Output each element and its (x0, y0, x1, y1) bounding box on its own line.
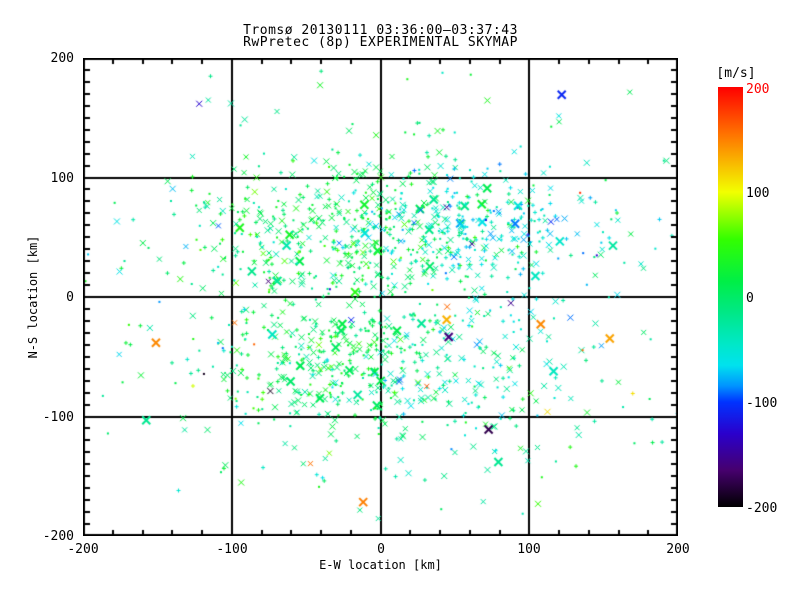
colorbar-tick-label: 100 (746, 186, 770, 201)
x-axis-title: E-W location [km] (319, 558, 442, 572)
y-tick-label: -200 (42, 529, 74, 544)
x-tick-label: -200 (67, 542, 99, 557)
colorbar-tick-label: -100 (746, 396, 778, 411)
y-tick-label: -100 (42, 410, 74, 425)
y-axis-title: N-S location [km] (26, 235, 40, 359)
title-block: Tromsø 20130111 03:36:00–03:37:43 RwPret… (83, 23, 678, 50)
chart-subtitle: RwPretec (8p) EXPERIMENTAL SKYMAP (243, 35, 518, 50)
y-tick-label: 200 (50, 51, 74, 66)
x-tick-label: 100 (517, 542, 541, 557)
colorbar-gradient (718, 87, 743, 507)
colorbar-tick-label: 0 (746, 291, 754, 306)
skymap-plot-canvas (83, 58, 678, 536)
x-tick-label: 0 (377, 542, 385, 557)
colorbar-tick-label: 200 (746, 82, 770, 97)
x-tick-label: -100 (216, 542, 248, 557)
chart-title: Tromsø 20130111 03:36:00–03:37:43 (243, 23, 518, 38)
y-tick-label: 100 (50, 171, 74, 186)
y-tick-label: 0 (66, 290, 74, 305)
colorbar-tick-label: -200 (746, 501, 778, 516)
colorbar-units-label: [m/s] (716, 66, 756, 81)
x-tick-label: 200 (666, 542, 690, 557)
